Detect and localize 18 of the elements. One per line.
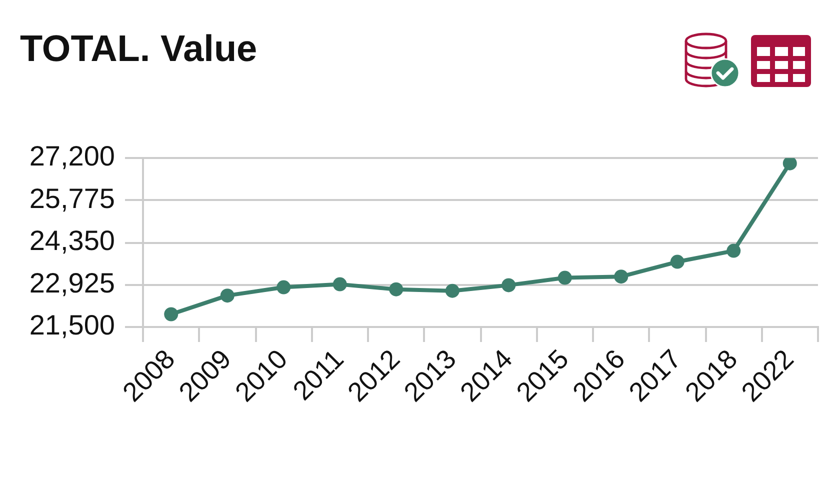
y-tick-label: 27,200	[29, 140, 115, 172]
y-tick-label: 22,925	[29, 267, 115, 298]
point	[726, 244, 741, 258]
chart-title: TOTAL. Value	[20, 28, 258, 70]
point	[389, 282, 404, 296]
y-tick-label: 25,775	[29, 182, 115, 214]
point	[782, 158, 797, 170]
point	[445, 284, 460, 298]
y-tick-label: 21,500	[29, 310, 115, 341]
point	[220, 288, 234, 303]
point	[276, 280, 291, 294]
point	[332, 277, 347, 292]
y-tick-label: 24,350	[29, 225, 115, 256]
point	[670, 254, 684, 269]
point	[558, 270, 572, 285]
point	[614, 270, 628, 284]
point	[164, 307, 178, 322]
point	[502, 278, 516, 292]
